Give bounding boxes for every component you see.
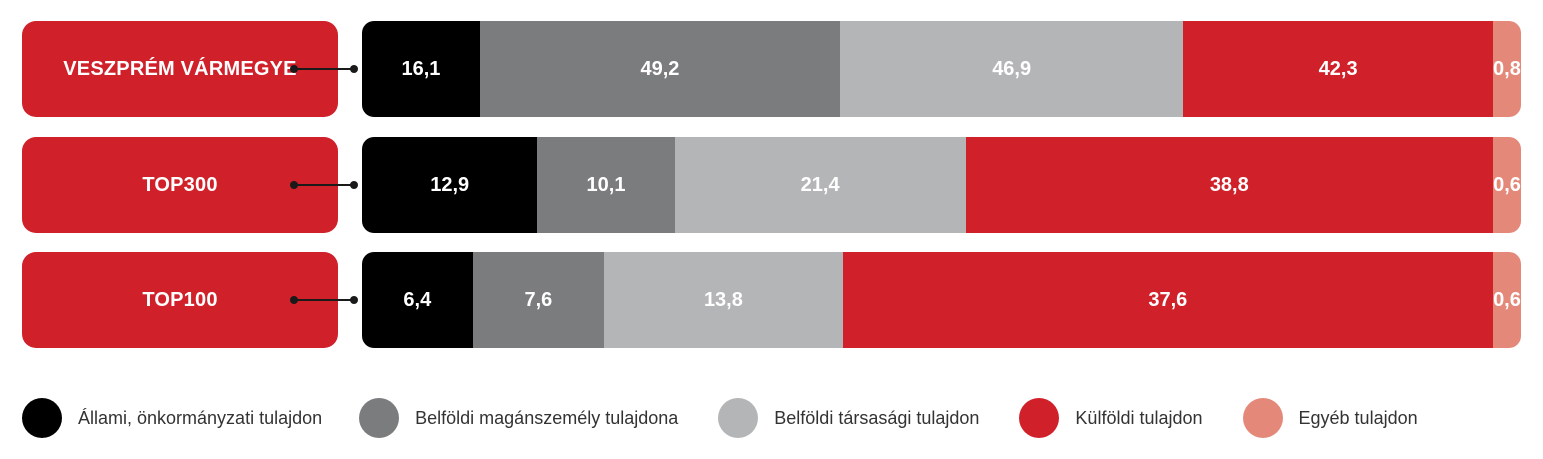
legend-swatch — [718, 398, 759, 438]
bar-segment: 49,2 — [479, 21, 840, 117]
bar-row: VESZPRÉM VÁRMEGYE 16,1 49,2 46,9 42,3 0,8 — [0, 21, 1543, 117]
legend-label: Belföldi társasági tulajdon — [774, 407, 980, 428]
bar-segment: 37,6 — [842, 252, 1493, 348]
connector-line — [294, 184, 354, 186]
legend-swatch — [359, 398, 400, 438]
connector-line — [294, 68, 354, 70]
stacked-bar: 16,1 49,2 46,9 42,3 0,8 — [362, 21, 1521, 117]
bar-segment: 10,1 — [537, 137, 675, 233]
legend-item: Állami, önkormányzati tulajdon — [22, 398, 322, 438]
bar-segment: 46,9 — [840, 21, 1184, 117]
bar-segment: 0,6 — [1492, 252, 1521, 348]
legend-label: Külföldi tulajdon — [1075, 407, 1203, 428]
legend-swatch — [1242, 398, 1283, 438]
connector-dot — [350, 181, 358, 189]
connector-dot — [350, 65, 358, 73]
bar-segment: 42,3 — [1183, 21, 1493, 117]
legend-label: Egyéb tulajdon — [1298, 407, 1418, 428]
legend-item: Belföldi magánszemély tulajdona — [359, 398, 678, 438]
connector-line — [294, 299, 354, 301]
legend-item: Egyéb tulajdon — [1242, 398, 1418, 438]
bar-segment: 0,8 — [1492, 21, 1521, 117]
connector-dot — [350, 296, 358, 304]
legend-item: Belföldi társasági tulajdon — [718, 398, 979, 438]
bar-row: TOP100 6,4 7,6 13,8 37,6 0,6 — [0, 252, 1543, 348]
connector-dot — [290, 181, 298, 189]
legend-label: Belföldi magánszemély tulajdona — [415, 407, 679, 428]
bar-segment: 7,6 — [472, 252, 605, 348]
bar-segment: 13,8 — [604, 252, 843, 348]
legend-swatch — [22, 398, 62, 438]
legend-label: Állami, önkormányzati tulajdon — [78, 407, 323, 428]
category-label: TOP300 — [22, 137, 338, 233]
bar-segment: 6,4 — [362, 252, 473, 348]
connector-dot — [290, 296, 298, 304]
bar-segment: 0,6 — [1493, 137, 1521, 233]
legend-swatch — [1019, 398, 1060, 438]
bar-row: TOP300 12,9 10,1 21,4 38,8 0,6 — [0, 137, 1543, 233]
category-label: VESZPRÉM VÁRMEGYE — [22, 21, 338, 117]
stacked-bar: 12,9 10,1 21,4 38,8 0,6 — [362, 137, 1521, 233]
bar-segment: 21,4 — [674, 137, 966, 233]
connector-dot — [290, 65, 298, 73]
bar-segment: 38,8 — [965, 137, 1493, 233]
bar-segment: 16,1 — [362, 21, 480, 117]
category-label: TOP100 — [22, 252, 338, 348]
chart-legend: Állami, önkormányzati tulajdon Belföldi m… — [22, 397, 1522, 439]
legend-item: Külföldi tulajdon — [1019, 398, 1203, 438]
stacked-bar: 6,4 7,6 13,8 37,6 0,6 — [362, 252, 1521, 348]
bar-segment: 12,9 — [362, 137, 538, 233]
